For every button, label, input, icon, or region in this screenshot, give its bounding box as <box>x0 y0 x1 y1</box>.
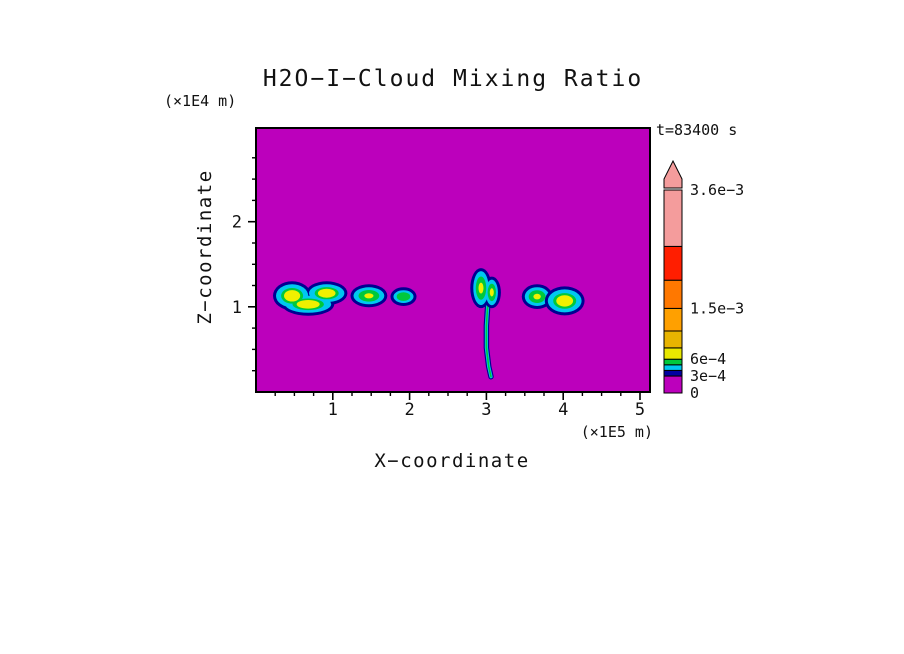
x-tick-label: 3 <box>481 400 491 420</box>
colorbar-segment <box>663 369 683 377</box>
x-axis-unit-label: (×1E5 m) <box>581 423 653 441</box>
colorbar-overflow-arrow <box>663 159 683 189</box>
colorbar-segment <box>663 279 683 309</box>
colorbar-segment <box>663 347 683 360</box>
colorbar-tick-label: 1.5e−3 <box>690 299 744 317</box>
colorbar: 3.6e−3 1.5e−3 6e−43e−40 <box>663 159 744 402</box>
colorbar-segment <box>663 189 683 247</box>
x-tick-label: 4 <box>558 400 568 420</box>
cloud-blob-west-2-core <box>364 293 374 299</box>
x-axis-label: X−coordinate <box>374 450 529 472</box>
plot-background <box>256 128 650 392</box>
y-axis-label: Z−coordinate <box>194 169 216 324</box>
cloud-cluster-west-core <box>317 288 336 298</box>
colorbar-segment <box>663 375 683 394</box>
time-annotation: t=83400 s <box>656 121 737 139</box>
cloud-cluster-west-core <box>284 290 301 302</box>
plot-border <box>255 127 651 393</box>
colorbar-tick-label: 6e−4 <box>690 350 726 368</box>
cloud-contour-regions <box>273 268 585 380</box>
plot-frame <box>255 127 651 393</box>
x-tick-label: 1 <box>328 400 338 420</box>
colorbar-tick-label: 0 <box>690 384 699 402</box>
y-tick-label: 2 <box>232 213 242 233</box>
axis-tick-labels: 1 2 3 4 5 1 2 <box>232 213 645 420</box>
colorbar-tick-label: 3e−4 <box>690 367 726 385</box>
colorbar-segment <box>663 245 683 281</box>
colorbar-segment <box>663 330 683 349</box>
y-axis-unit-label: (×1E4 m) <box>164 92 236 110</box>
colorbar-segment <box>663 358 683 366</box>
x-tick-label: 5 <box>635 400 645 420</box>
y-tick-label: 1 <box>232 298 242 318</box>
fallstreak-mid <box>485 301 492 378</box>
colorbar-tick-label: 3.6e−3 <box>690 181 744 199</box>
cloud-blob-east-1-core <box>533 293 541 300</box>
cloud-blob-east-2-core <box>556 295 574 307</box>
colorbar-segment <box>663 307 683 332</box>
plume-head-core <box>478 282 484 294</box>
x-tick-label: 2 <box>404 400 414 420</box>
plume-head-core <box>489 288 494 297</box>
cloud-cluster-west-core <box>296 300 320 309</box>
colorbar-segment <box>663 364 683 371</box>
axis-ticks <box>248 157 641 400</box>
background-field <box>256 128 650 392</box>
cloud-blob-west-3-mid <box>396 292 411 301</box>
chart-title: H2O−I−Cloud Mixing Ratio <box>263 66 643 92</box>
